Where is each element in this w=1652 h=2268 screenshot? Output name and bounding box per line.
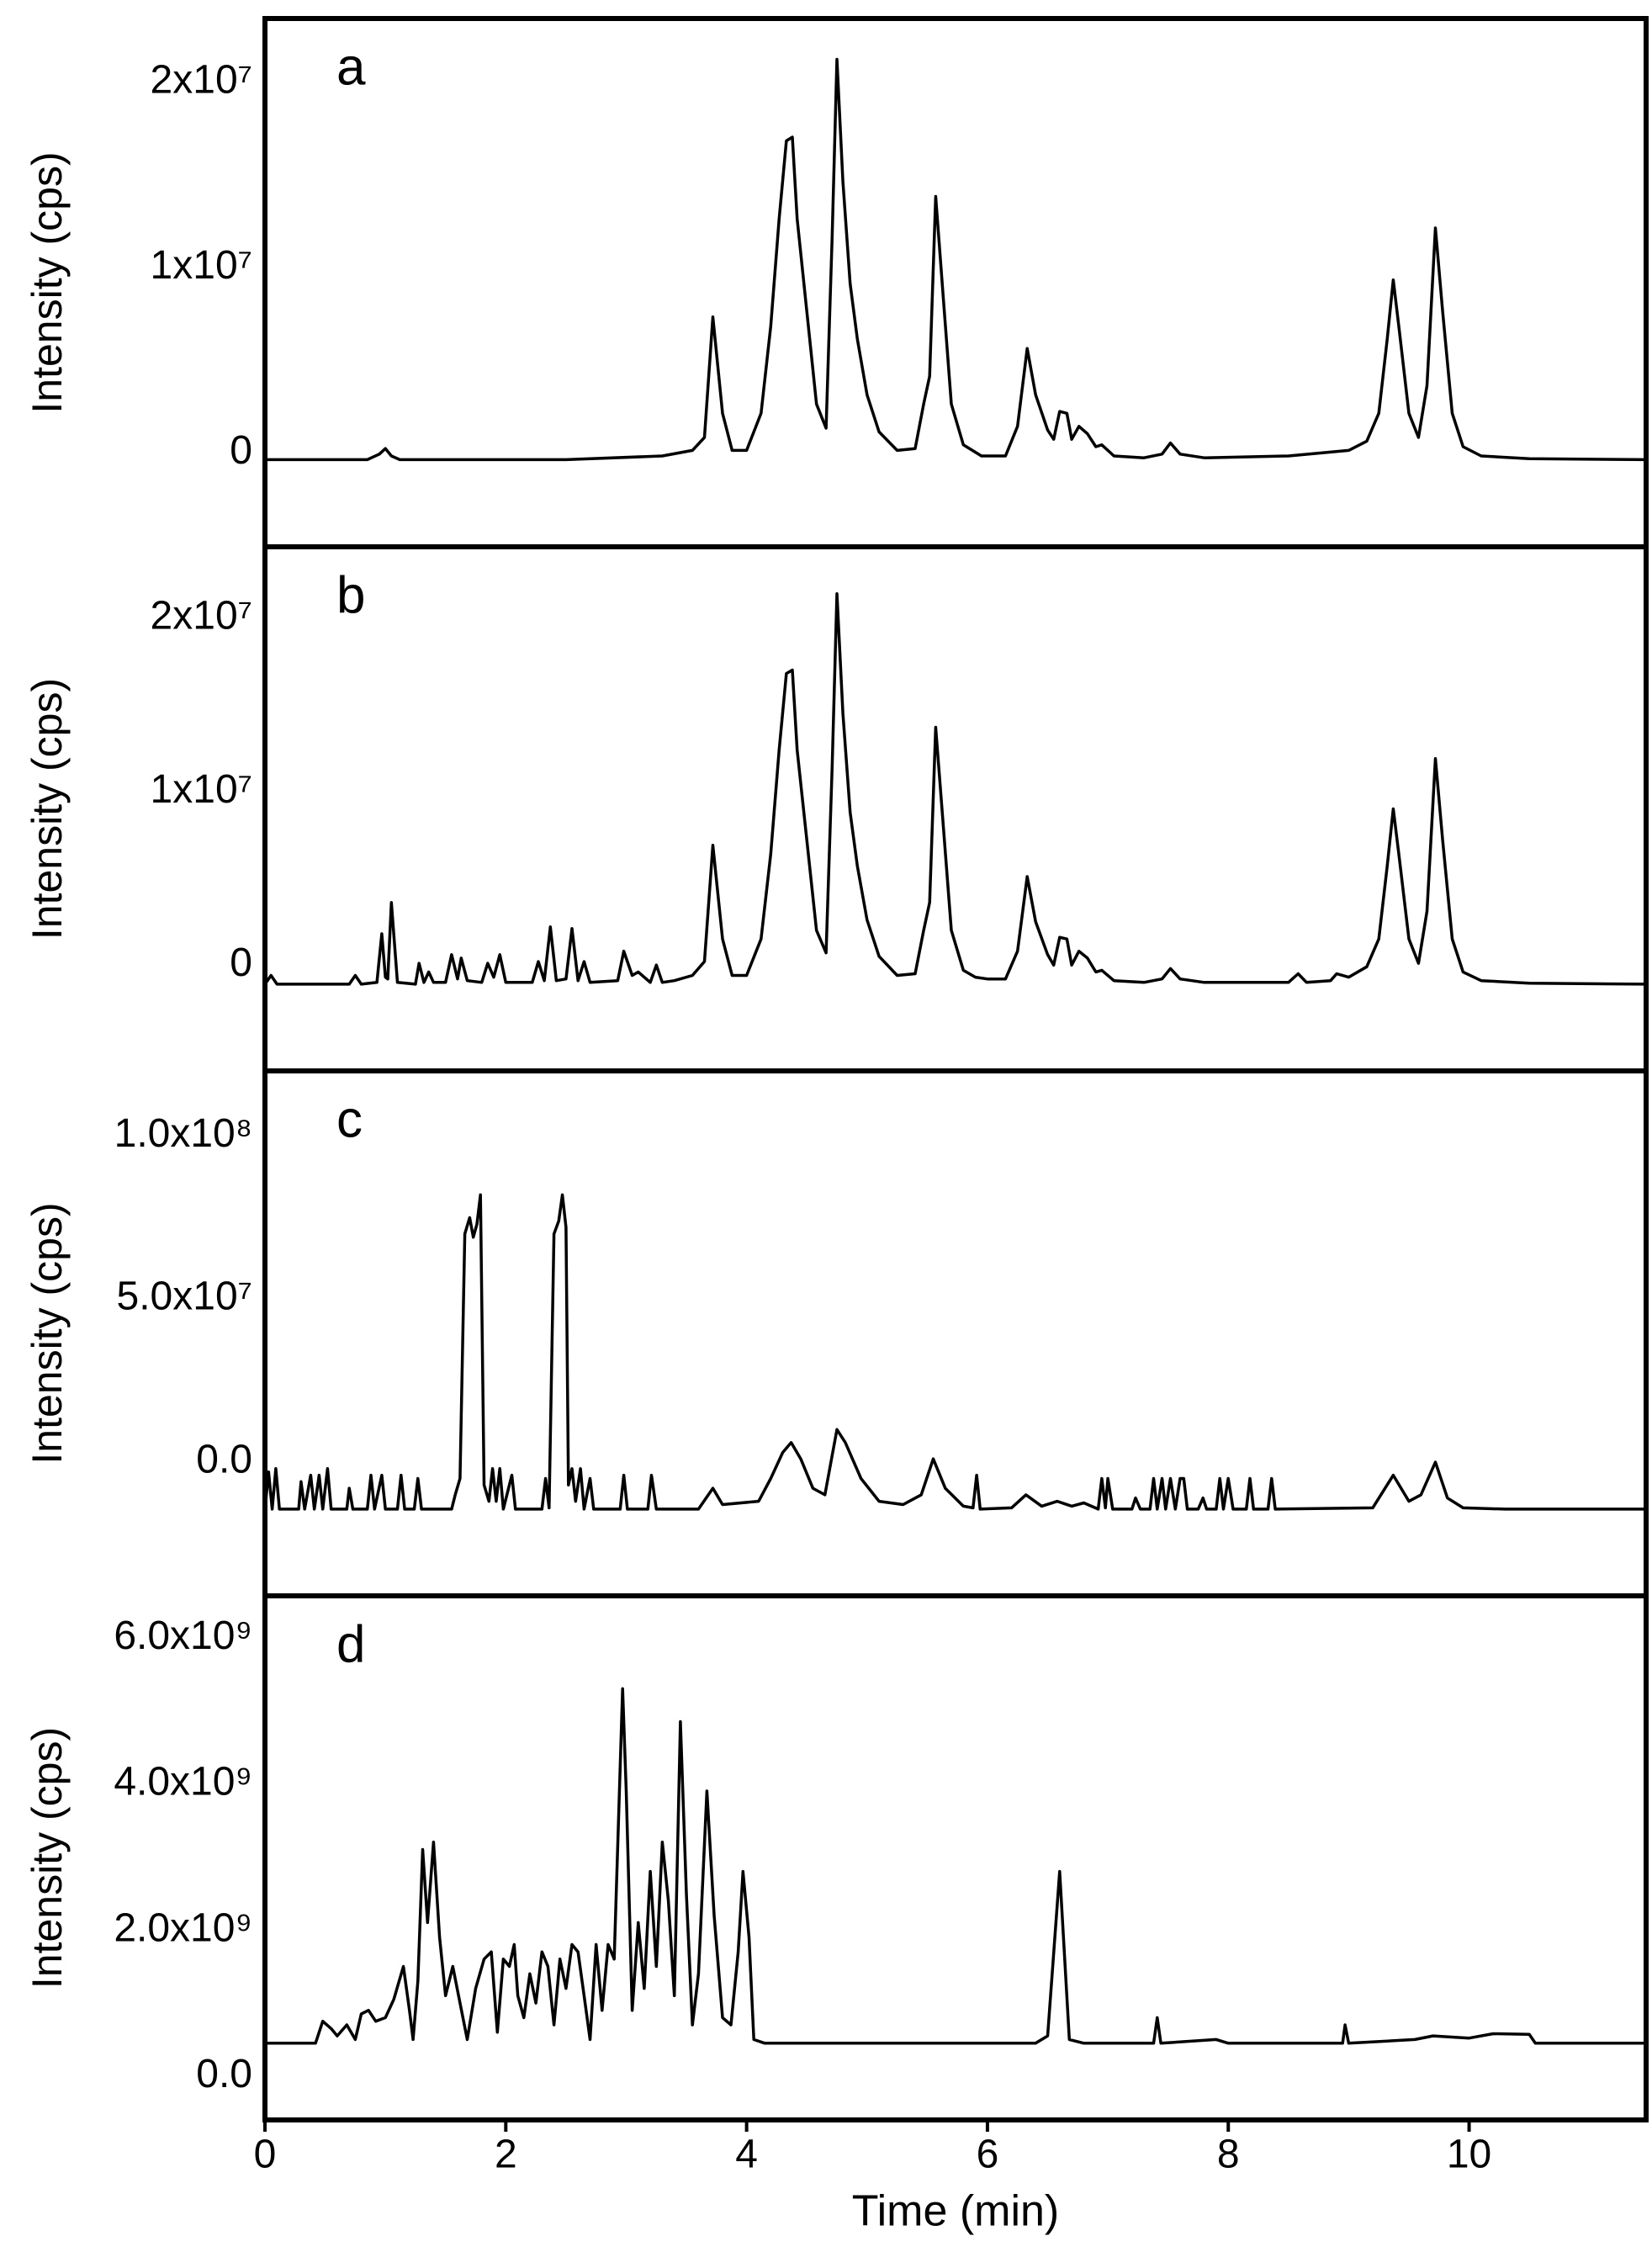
panel-frame xyxy=(262,1593,1649,2122)
y-tick-label: 0 xyxy=(230,941,252,985)
y-tick-label: 2x10⁷ xyxy=(151,594,252,639)
y-tick-label: 0 xyxy=(230,428,252,473)
panel-label: b xyxy=(336,566,365,624)
x-tick-label: 0 xyxy=(254,2133,277,2177)
panel-frame xyxy=(262,1068,1649,1598)
y-tick-label: 0.0 xyxy=(196,1438,252,1482)
y-tick-label: 1x10⁷ xyxy=(151,243,252,288)
y-tick-label: 4.0x10⁹ xyxy=(114,1760,252,1804)
panel-label: a xyxy=(336,38,366,96)
y-tick-label: 2.0x10⁹ xyxy=(114,1905,252,1950)
y-axis-label: Intensity (cps) xyxy=(24,151,71,413)
x-tick-label: 6 xyxy=(977,2133,999,2177)
x-tick-label: 10 xyxy=(1447,2133,1491,2177)
data-line xyxy=(265,1687,1646,2045)
y-tick-label: 5.0x10⁷ xyxy=(117,1274,252,1319)
panel-label: c xyxy=(336,1090,363,1148)
y-tick-label: 0.0 xyxy=(196,2052,252,2096)
y-tick-label: 2x10⁷ xyxy=(151,57,252,102)
data-line xyxy=(263,1193,1646,1511)
panel-label: d xyxy=(336,1615,365,1673)
data-line xyxy=(265,57,1647,462)
y-axis-label: Intensity (cps) xyxy=(24,1202,71,1464)
y-tick-label: 1x10⁷ xyxy=(151,767,252,812)
y-tick-label: 1.0x10⁸ xyxy=(114,1111,252,1156)
y-axis-label: Intensity (cps) xyxy=(24,1727,71,1989)
x-tick-label: 8 xyxy=(1217,2133,1240,2177)
x-tick-label: 2 xyxy=(495,2133,517,2177)
data-line xyxy=(263,591,1647,986)
x-axis-label: Time (min) xyxy=(852,2187,1060,2236)
x-tick-label: 4 xyxy=(735,2133,758,2177)
y-axis-label: Intensity (cps) xyxy=(24,678,71,940)
y-tick-label: 6.0x10⁹ xyxy=(114,1614,252,1658)
